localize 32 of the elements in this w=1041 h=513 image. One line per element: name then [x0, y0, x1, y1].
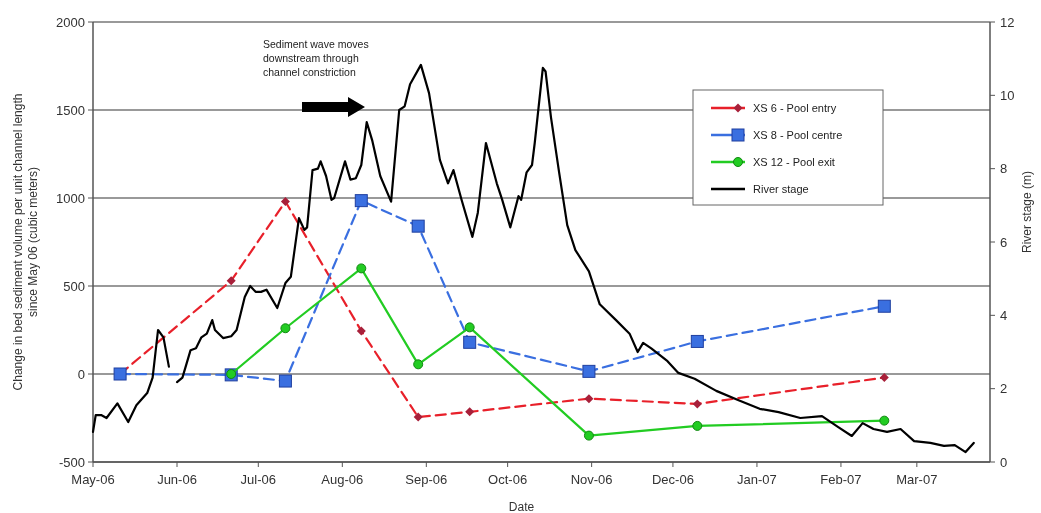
legend-label: XS 8 - Pool centre: [753, 128, 843, 141]
y-tick-label: 0: [77, 366, 85, 382]
y2-tick-label: 8: [1000, 161, 1008, 177]
x-tick-label: Sep-06: [405, 472, 448, 487]
x-tick-label: Nov-06: [570, 472, 613, 487]
x-tick-label: May-06: [71, 472, 115, 487]
legend-label: XS 12 - Pool exit: [753, 155, 835, 168]
x-tick-label: Dec-06: [651, 472, 694, 487]
y-axis-title: Change in bed sediment volume per unit channel length since May 06 (cubic meters): [11, 93, 40, 391]
y-tick-label: 2000: [56, 14, 85, 30]
y2-tick-label: 0: [1000, 454, 1008, 470]
legend-label: XS 6 - Pool entry: [753, 101, 837, 114]
x-tick-label: Feb-07: [820, 472, 862, 487]
y2-tick-label: 10: [1000, 87, 1015, 103]
y2-tick-label: 12: [1000, 14, 1015, 30]
y-tick-label: -500: [58, 454, 85, 470]
legend-label: River stage: [753, 182, 809, 195]
y2-tick-label: 6: [1000, 234, 1008, 250]
y-tick-label: 500: [63, 278, 85, 294]
annotation: Sediment wave moves downstream through channel constriction: [263, 38, 369, 78]
x-tick-label: Jun-06: [157, 472, 197, 487]
x-tick-label: Mar-07: [896, 472, 938, 487]
y2-axis-title: River stage (m): [1020, 170, 1034, 254]
x-tick-label: Jul-06: [240, 472, 277, 487]
x-tick-label: Aug-06: [321, 472, 364, 487]
y2-tick-label: 2: [1000, 381, 1008, 397]
y2-tick-label: 4: [1000, 307, 1008, 323]
x-tick-label: Oct-06: [488, 472, 528, 487]
y-tick-label: 1500: [56, 102, 85, 118]
x-tick-label: Jan-07: [737, 472, 777, 487]
x-axis-title: Date: [508, 500, 535, 513]
y-tick-label: 1000: [56, 190, 85, 206]
